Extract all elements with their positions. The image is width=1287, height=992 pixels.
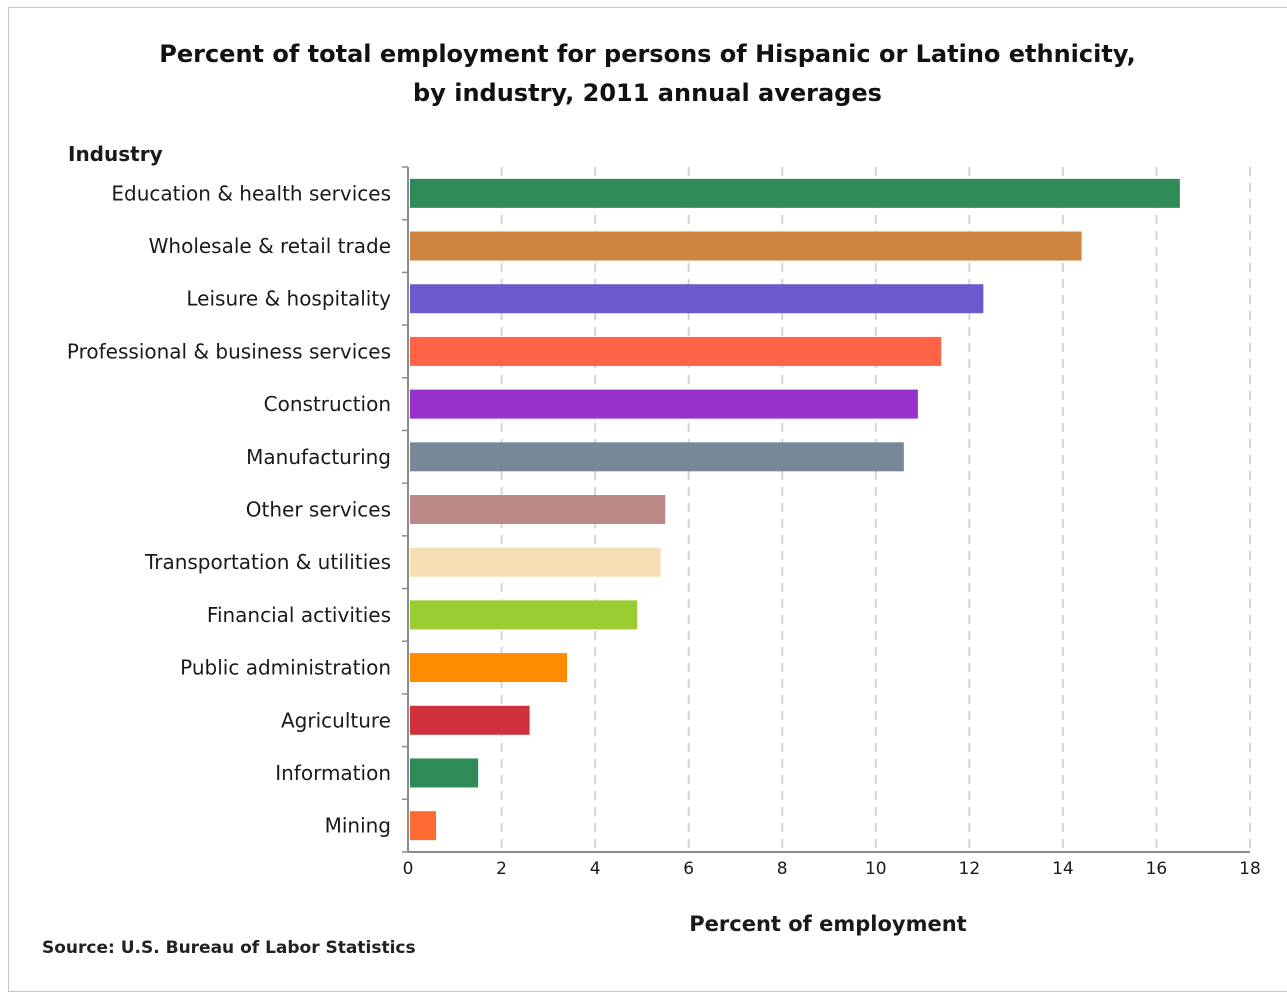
category-label-1: Wholesale & retail trade <box>149 234 391 258</box>
bar-10 <box>410 705 530 735</box>
bar-7 <box>410 547 661 577</box>
bar-12 <box>410 811 437 841</box>
category-label-5: Manufacturing <box>246 445 391 469</box>
category-labels: Education & health services Wholesale & r… <box>67 181 391 837</box>
bar-6 <box>410 495 666 524</box>
bar-11 <box>410 758 479 788</box>
bar-1 <box>410 231 1082 261</box>
category-label-9: Public administration <box>180 656 391 680</box>
category-label-4: Construction <box>264 392 391 416</box>
x-tick-labels: 0 2 4 6 8 10 12 14 16 18 <box>403 859 1261 879</box>
chart-title-line-2: by industry, 2011 annual averages <box>413 79 882 107</box>
source-note: Source: U.S. Bureau of Labor Statistics <box>42 938 416 958</box>
category-label-6: Other services <box>246 498 391 522</box>
category-label-11: Information <box>275 761 391 785</box>
x-tick-label-16: 16 <box>1146 859 1168 879</box>
x-tick-label-14: 14 <box>1052 859 1074 879</box>
x-tick-label-4: 4 <box>590 859 601 879</box>
bar-3 <box>410 336 942 366</box>
chart-title-line-1: Percent of total employment for persons … <box>159 40 1136 68</box>
x-tick-label-2: 2 <box>496 859 507 879</box>
x-tick-label-12: 12 <box>959 859 981 879</box>
category-label-7: Transportation & utilities <box>144 550 391 574</box>
x-tick-label-0: 0 <box>403 859 414 879</box>
x-tick-label-6: 6 <box>683 859 694 879</box>
category-label-10: Agriculture <box>281 708 391 732</box>
x-tick-label-18: 18 <box>1239 859 1261 879</box>
bar-0 <box>410 178 1180 208</box>
bar-5 <box>410 442 904 472</box>
bar-9 <box>410 653 568 683</box>
category-label-8: Financial activities <box>207 603 391 627</box>
axes <box>402 166 1250 853</box>
bar-4 <box>410 389 918 419</box>
bar-2 <box>410 284 984 314</box>
category-label-2: Leisure & hospitality <box>186 287 391 311</box>
bars <box>410 178 1180 841</box>
x-tick-label-10: 10 <box>865 859 887 879</box>
bar-8 <box>410 600 638 630</box>
x-tick-label-8: 8 <box>777 859 788 879</box>
y-axis-title: Industry <box>68 142 163 166</box>
category-label-0: Education & health services <box>111 181 391 205</box>
chart-title: Percent of total employment for persons … <box>0 35 1287 113</box>
x-axis-title: Percent of employment <box>689 912 966 936</box>
category-label-12: Mining <box>325 814 391 838</box>
category-label-3: Professional & business services <box>67 339 391 363</box>
